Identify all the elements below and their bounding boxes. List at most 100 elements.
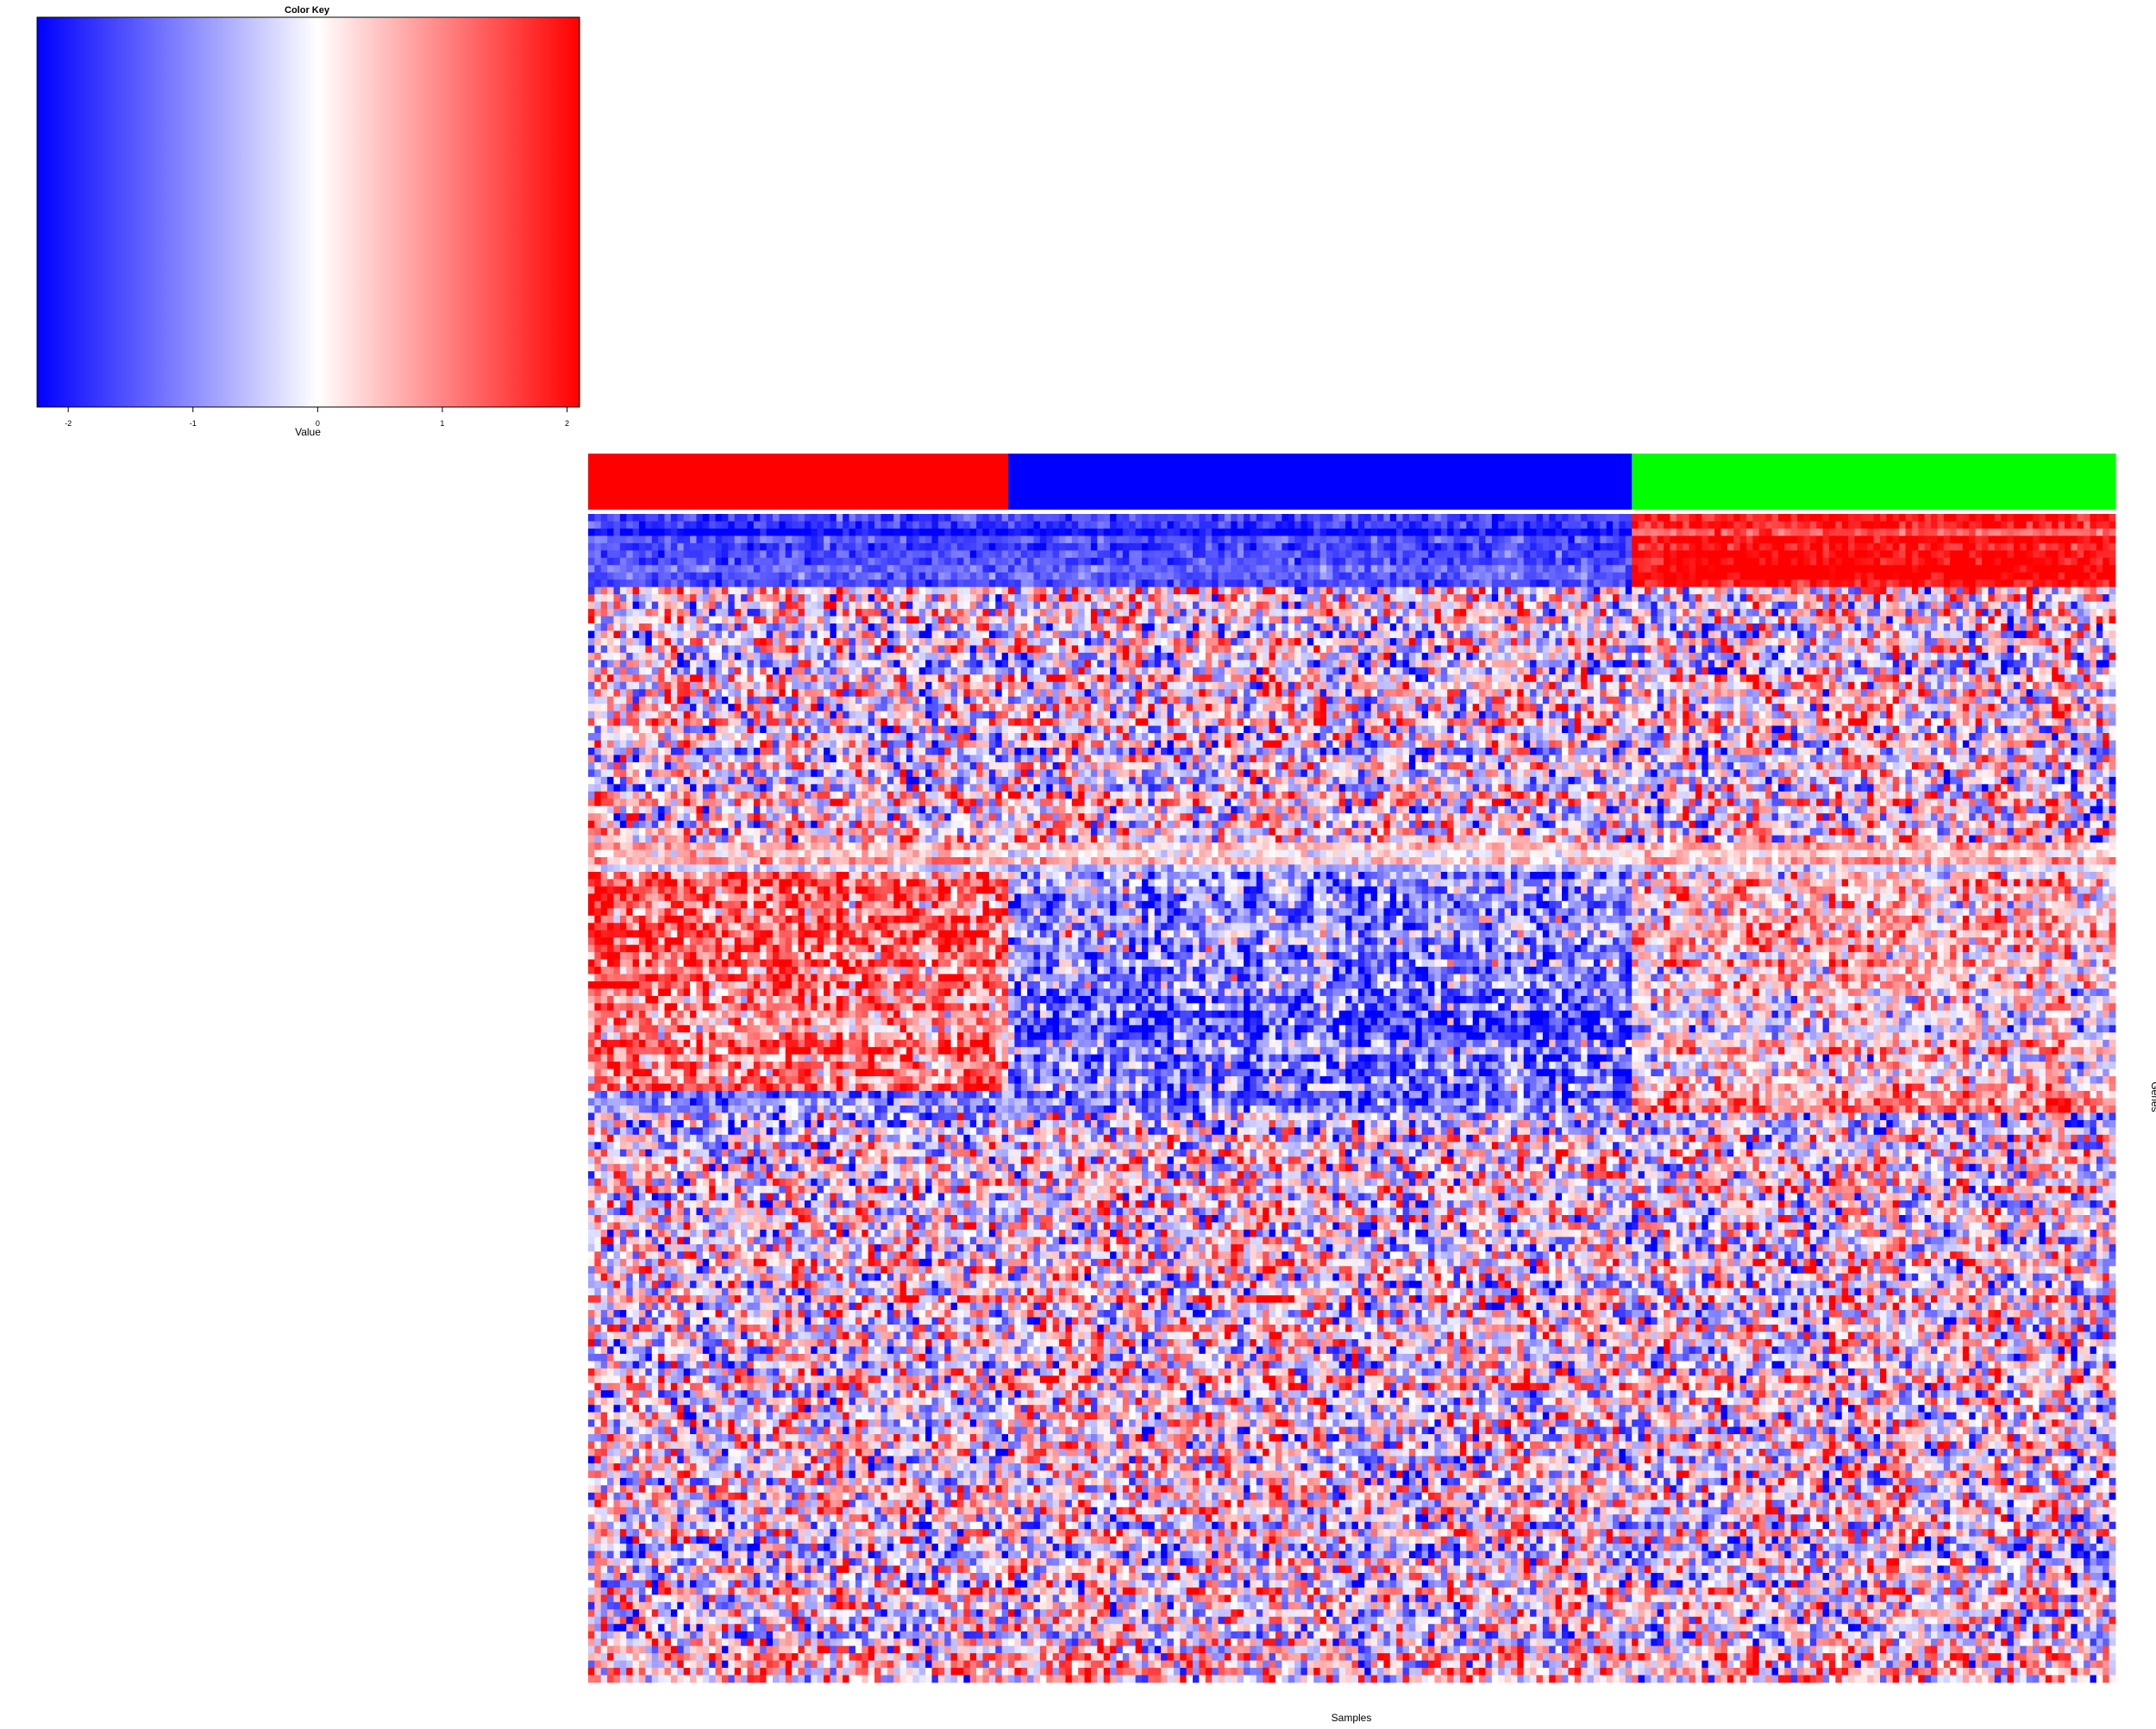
heatmap-cell (2033, 645, 2040, 653)
heatmap-cell (906, 558, 913, 566)
heatmap-cell (1632, 653, 1639, 661)
heatmap-cell (957, 521, 964, 529)
heatmap-cell (2103, 550, 2109, 558)
heatmap-cell (1021, 536, 1028, 543)
heatmap-cell (760, 529, 767, 536)
heatmap-cell (1899, 653, 1906, 661)
heatmap-cell (620, 645, 627, 653)
heatmap-cell (1511, 638, 1518, 646)
heatmap-cell (1409, 602, 1416, 610)
heatmap-cell (1854, 558, 1861, 566)
heatmap-cell (1683, 623, 1689, 631)
heatmap-cell (1772, 645, 1779, 653)
heatmap-cell (767, 579, 774, 587)
heatmap-cell (1651, 594, 1658, 602)
heatmap-cell (2014, 602, 2021, 610)
heatmap-cell (1129, 660, 1136, 667)
heatmap-cell (1995, 514, 2002, 522)
heatmap-cell (1683, 521, 1689, 529)
heatmap-cell (1639, 579, 1645, 587)
heatmap-cell (1002, 521, 1009, 529)
heatmap-cell (1174, 543, 1181, 551)
heatmap-cell (665, 623, 672, 631)
heatmap-cell (767, 565, 774, 573)
heatmap-cell (1244, 565, 1250, 573)
heatmap-cell (2001, 602, 2008, 610)
heatmap-cell (1931, 617, 1938, 624)
heatmap-cell (1390, 565, 1397, 573)
heatmap-cell (2078, 573, 2084, 580)
heatmap-cell (976, 579, 983, 587)
heatmap-cell (1065, 617, 1072, 624)
heatmap-cell (799, 653, 805, 661)
heatmap-cell (1778, 558, 1785, 566)
heatmap-cell (931, 529, 938, 536)
heatmap-cell (1466, 579, 1473, 587)
heatmap-cell (1403, 579, 1410, 587)
heatmap-cell (2039, 521, 2046, 529)
heatmap-cell (2001, 631, 2008, 639)
heatmap-cell (1976, 550, 1983, 558)
heatmap-cell (1014, 645, 1021, 653)
heatmap-cell (1460, 587, 1467, 595)
heatmap-cell (690, 609, 697, 617)
heatmap-cell (824, 587, 830, 595)
heatmap-cell (1537, 638, 1544, 646)
heatmap-cell (837, 653, 843, 661)
heatmap-cell (1123, 594, 1130, 602)
heatmap-cell (1664, 587, 1670, 595)
heatmap-cell (881, 638, 887, 646)
heatmap-cell (1097, 550, 1104, 558)
heatmap-cell (741, 573, 748, 580)
heatmap-cell (1454, 631, 1461, 639)
heatmap-cell (818, 623, 824, 631)
heatmap-cell (1658, 573, 1664, 580)
heatmap-cell (747, 660, 754, 667)
heatmap-cell (1714, 602, 1721, 610)
heatmap-cell (2103, 558, 2109, 566)
heatmap-cell (906, 514, 913, 522)
heatmap-cell (1238, 514, 1244, 522)
heatmap-cell (1174, 631, 1181, 639)
heatmap-cell (1842, 558, 1849, 566)
heatmap-cell (995, 631, 1002, 639)
heatmap-cell (1607, 550, 1614, 558)
heatmap-cell (1733, 602, 1740, 610)
heatmap-cell (614, 653, 621, 661)
heatmap-cell (747, 521, 754, 529)
heatmap-cell (2020, 653, 2027, 661)
heatmap-cell (1759, 579, 1766, 587)
heatmap-cell (1854, 609, 1861, 617)
heatmap-cell (1797, 521, 1804, 529)
heatmap-cell (1136, 587, 1143, 595)
heatmap-cell (1842, 594, 1849, 602)
heatmap-cell (2027, 573, 2034, 580)
heatmap-cell (1275, 660, 1282, 667)
heatmap-cell (614, 645, 621, 653)
heatmap-cell (1364, 602, 1371, 610)
heatmap-cell (1759, 638, 1766, 646)
heatmap-cell (665, 617, 672, 624)
heatmap-cell (1651, 660, 1658, 667)
heatmap-cell (1053, 631, 1060, 639)
heatmap-cell (1460, 536, 1467, 543)
heatmap-cell (1658, 602, 1664, 610)
heatmap-cell (1664, 645, 1670, 653)
heatmap-cell (2001, 609, 2008, 617)
heatmap-cell (1034, 536, 1041, 543)
heatmap-cell (1129, 602, 1136, 610)
heatmap-cell (1383, 558, 1390, 566)
heatmap-cell (811, 617, 818, 624)
heatmap-cell (1874, 653, 1881, 661)
heatmap-cell (951, 579, 958, 587)
heatmap-cell (912, 543, 919, 551)
heatmap-cell (837, 558, 843, 566)
heatmap-cell (2109, 565, 2116, 573)
heatmap-cell (1206, 558, 1213, 566)
heatmap-cell (1607, 645, 1614, 653)
heatmap-cell (2008, 631, 2015, 639)
heatmap-cell (1714, 529, 1721, 536)
heatmap-cell (1136, 631, 1143, 639)
heatmap-cell (1313, 565, 1320, 573)
heatmap-cell (1257, 558, 1263, 566)
